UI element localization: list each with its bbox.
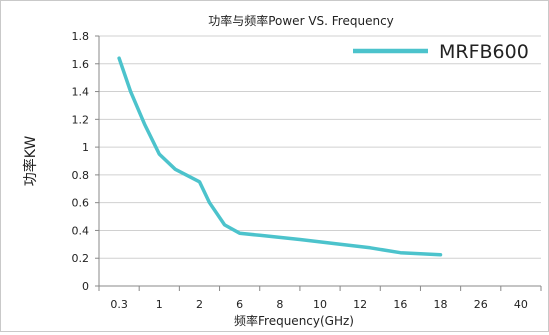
x-tick-label: 18 [434, 298, 448, 311]
x-tick-label: 0.3 [110, 298, 128, 311]
series-line-mrfb600 [117, 56, 443, 257]
x-tick-label: 1 [156, 298, 163, 311]
x-tick-label: 40 [514, 298, 528, 311]
y-tick-labels: 0 0.2 0.4 0.6 0.8 1 1.2 1.4 1.6 1.8 [72, 30, 90, 293]
x-tick-label: 16 [393, 298, 407, 311]
x-tick-label: 26 [474, 298, 488, 311]
y-tick-label: 1.2 [72, 113, 90, 126]
x-tick-labels: 0.3 1 2 6 8 10 12 16 18 26 40 [98, 286, 542, 311]
series-lines [117, 56, 443, 257]
legend: MRFB600 [353, 41, 529, 63]
x-tick-label: 2 [196, 298, 203, 311]
y-tick-label: 0.8 [72, 169, 90, 182]
y-tick-label: 1.8 [72, 30, 90, 43]
y-tick-label: 0.2 [72, 252, 90, 265]
x-tick-label: 10 [313, 298, 327, 311]
y-tick-label: 0.6 [72, 197, 90, 210]
legend-label-mrfb600: MRFB600 [439, 41, 529, 63]
axes [98, 36, 541, 287]
x-tick-label: 12 [353, 298, 367, 311]
x-tick-label: 6 [236, 298, 243, 311]
chart-title: 功率与频率Power VS. Frequency [208, 13, 394, 28]
gridlines [95, 35, 541, 287]
y-tick-label: 0 [82, 280, 89, 293]
y-tick-label: 1.6 [72, 58, 90, 71]
x-tick-label: 8 [276, 298, 283, 311]
x-axis-label: 频率Frequency(GHz) [234, 313, 354, 328]
y-tick-label: 0.4 [72, 224, 90, 237]
y-tick-label: 1.4 [72, 86, 90, 99]
y-axis-label: 功率KW [22, 136, 39, 187]
y-tick-label: 1 [82, 141, 89, 154]
